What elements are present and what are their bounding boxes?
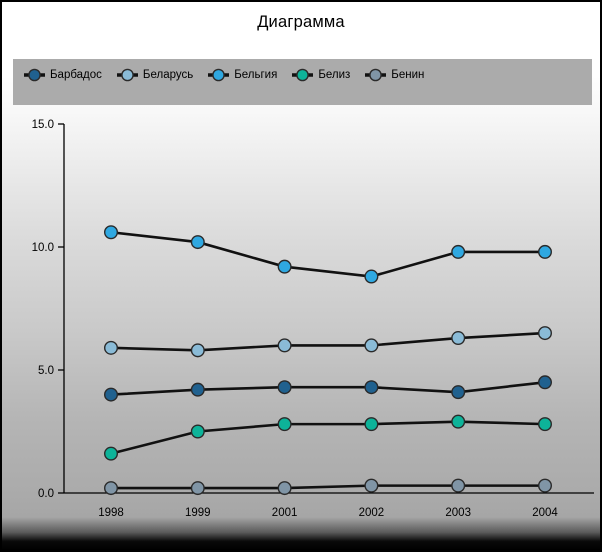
y-tick-label: 5.0 — [38, 365, 54, 377]
data-point-marker — [277, 417, 292, 432]
data-point-marker — [538, 244, 553, 259]
data-point-marker — [538, 375, 553, 390]
axes — [63, 124, 594, 494]
data-point-marker — [277, 338, 292, 353]
legend-marker-icon — [208, 68, 230, 82]
data-point-marker — [190, 343, 205, 358]
legend-item-label: Беларусь — [142, 69, 194, 81]
legend-marker-icon — [292, 68, 314, 82]
series-Барбадос — [103, 375, 553, 402]
series-line — [110, 331, 546, 352]
data-point-marker — [451, 385, 466, 400]
data-point-marker — [103, 387, 118, 402]
series-line — [111, 484, 545, 490]
legend-item-Белиз: Белиз — [292, 68, 350, 82]
legend-marker-icon — [24, 68, 45, 82]
series-line — [110, 420, 546, 455]
x-category-label: 1998 — [98, 507, 124, 519]
data-point-marker — [538, 326, 553, 341]
data-point-marker — [451, 478, 466, 493]
data-point-marker — [103, 340, 118, 355]
series-Беларусь — [103, 326, 553, 358]
data-point-marker — [364, 269, 379, 284]
data-point-marker — [190, 424, 205, 439]
data-point-marker — [451, 331, 466, 346]
data-point-marker — [190, 481, 205, 496]
legend-item-Барбадос: Барбадос — [24, 68, 102, 82]
data-point-marker — [277, 481, 292, 496]
x-category-label: 2001 — [272, 507, 298, 519]
series-Бенин — [103, 478, 553, 496]
data-point-marker — [451, 244, 466, 259]
data-point-marker — [103, 446, 118, 461]
series-Белиз — [103, 414, 553, 461]
legend-marker-icon — [116, 68, 138, 82]
data-point-marker — [103, 225, 118, 240]
y-tick-label: 10.0 — [32, 242, 54, 254]
y-tick-label: 0.0 — [38, 488, 54, 500]
data-point-marker — [103, 481, 118, 496]
legend-item-Бенин: Бенин — [365, 68, 424, 82]
x-category-label: 2004 — [532, 507, 558, 519]
data-point-marker — [451, 414, 466, 429]
legend-item-Беларусь: Беларусь — [116, 68, 194, 82]
legend-item-label: Барбадос — [50, 69, 102, 81]
y-tick-label: 15.0 — [32, 119, 54, 131]
data-point-marker — [538, 417, 553, 432]
data-point-marker — [364, 338, 379, 353]
x-category-label: 1999 — [185, 507, 211, 519]
legend-item-label: Бенин — [391, 69, 425, 81]
data-point-marker — [190, 235, 205, 250]
data-point-marker — [364, 380, 379, 395]
data-point-marker — [538, 478, 553, 493]
data-point-marker — [277, 259, 292, 274]
data-point-marker — [364, 417, 379, 432]
data-point-marker — [190, 382, 205, 397]
series-line — [110, 230, 545, 278]
legend-item-label: Белиз — [318, 69, 351, 81]
chart-title: Диаграмма — [257, 13, 345, 31]
data-point-marker — [364, 478, 379, 493]
legend-item-label: Бельгия — [234, 69, 278, 81]
legend: Барбадос Беларусь Бельгия Белиз Бенин — [13, 59, 592, 105]
x-category-label: 2002 — [359, 507, 385, 519]
data-point-marker — [277, 380, 292, 395]
legend-item-Бельгия: Бельгия — [208, 68, 277, 82]
legend-marker-icon — [365, 68, 387, 82]
series-Бельгия — [103, 225, 553, 284]
x-category-label: 2003 — [445, 507, 471, 519]
series-line — [110, 381, 546, 396]
